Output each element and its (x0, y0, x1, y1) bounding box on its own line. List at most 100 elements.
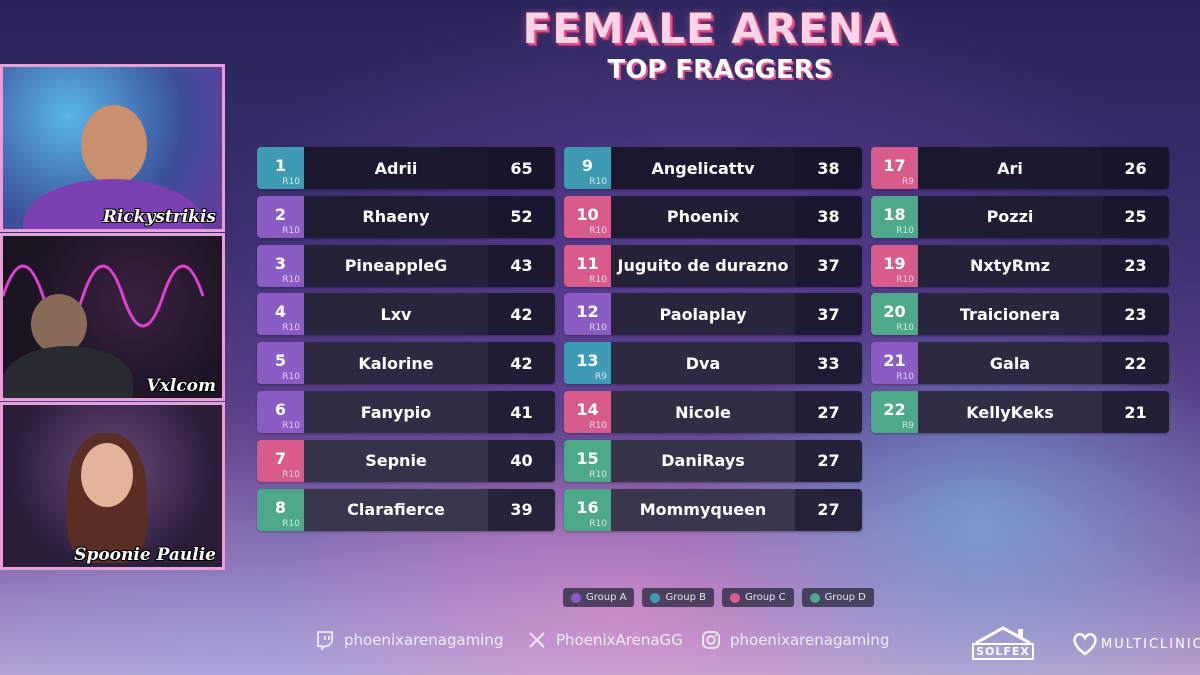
social-instagram[interactable]: phoenixarenagaming (700, 629, 889, 651)
rank-number: 19 (883, 253, 906, 273)
legend-item: Group A (563, 588, 635, 607)
leaderboard-row: 11 R10 Juguito de durazno 37 (564, 244, 862, 287)
rank-number: 17 (883, 156, 906, 175)
leaderboard-row: 5 R10 Kalorine 42 (257, 342, 555, 385)
rank-number: 11 (576, 253, 599, 273)
player-score: 38 (795, 195, 862, 238)
round-label: R10 (589, 177, 607, 187)
rank-number: 22 (883, 400, 906, 419)
round-label: R9 (595, 372, 607, 383)
rank-number: 1 (274, 156, 287, 175)
rank-number: 9 (581, 156, 594, 175)
player-name: DaniRays (661, 451, 745, 471)
player-score: 65 (488, 147, 555, 189)
webcam-1: Rickystrikis (0, 64, 225, 232)
player-name: Lxv (380, 304, 412, 324)
round-label: R10 (282, 421, 300, 431)
leaderboard-row: 10 R10 Phoenix 38 (564, 195, 862, 238)
round-label: R10 (282, 518, 300, 529)
house-logo-icon (975, 626, 1031, 645)
streamer-head-2 (31, 294, 87, 354)
legend-item: Group D (801, 588, 874, 607)
leaderboard-row: 4 R10 Lxv 42 (257, 293, 555, 336)
heart-logo-icon (1073, 633, 1097, 656)
round-label: R10 (896, 274, 914, 285)
instagram-handle: phoenixarenagaming (730, 631, 890, 649)
x-icon (526, 629, 548, 651)
player-name: Mommyqueen (639, 500, 767, 520)
leaderboard-row: 1 R10 Adrii 65 (257, 147, 555, 189)
player-name: KellyKeks (966, 402, 1054, 422)
legend-dot-icon (571, 592, 581, 603)
group-legend: Group A Group B Group C Group D (563, 588, 874, 607)
rank-cell: 19 R10 (871, 244, 918, 287)
twitch-icon (314, 629, 336, 651)
rank-cell: 11 R10 (564, 244, 611, 287)
player-score: 37 (795, 293, 862, 336)
social-x[interactable]: PhoenixArenaGG (526, 629, 683, 651)
player-name: NxtyRmz (969, 256, 1051, 276)
leaderboard-row: 14 R10 Nicole 27 (564, 391, 862, 433)
social-twitch[interactable]: phoenixarenagaming (314, 629, 503, 651)
rank-cell: 22 R9 (871, 391, 918, 433)
player-score: 38 (795, 147, 862, 189)
player-name: Phoenix (666, 207, 740, 227)
player-name: Angelicattv (651, 158, 755, 178)
rank-cell: 7 R10 (257, 439, 304, 482)
webcam-3: Spoonie Paulie (0, 402, 225, 570)
round-label: R10 (282, 372, 300, 383)
player-score: 23 (1102, 293, 1169, 336)
rank-cell: 4 R10 (257, 293, 304, 336)
player-score: 42 (488, 293, 555, 336)
rank-cell: 8 R10 (257, 488, 304, 531)
round-label: R10 (589, 323, 607, 334)
sponsor-multiclinic-name: MULTICLINIC (1101, 636, 1200, 652)
player-score: 22 (1102, 342, 1169, 385)
player-score: 27 (795, 439, 862, 482)
round-label: R10 (282, 323, 300, 334)
player-score: 23 (1102, 244, 1169, 287)
leaderboard-row: 3 R10 PineappleG 43 (257, 244, 555, 287)
round-label: R9 (902, 177, 914, 187)
player-name: PineappleG (344, 256, 448, 276)
rank-cell: 5 R10 (257, 342, 304, 385)
rank-number: 4 (274, 302, 287, 322)
rank-number: 3 (274, 253, 287, 273)
round-label: R10 (589, 518, 607, 529)
rank-number: 21 (883, 351, 906, 371)
rank-cell: 20 R10 (871, 293, 918, 336)
leaderboard: 1 R10 Adrii 65 2 R10 Rhaeny 52 3 R10 PineappleG 43 4… (257, 147, 1169, 531)
rank-cell: 17 R9 (871, 147, 918, 189)
player-name: Rhaeny (362, 207, 430, 227)
leaderboard-row: 18 R10 Pozzi 25 (871, 195, 1169, 238)
round-label: R10 (896, 225, 914, 236)
player-name: Gala (989, 353, 1031, 373)
rank-cell: 12 R10 (564, 293, 611, 336)
round-label: R10 (589, 274, 607, 285)
player-score: 21 (1102, 391, 1169, 433)
leaderboard-row: 12 R10 Paolaplay 37 (564, 293, 862, 336)
round-label: R10 (282, 469, 300, 480)
instagram-icon (700, 629, 722, 651)
rank-cell: 10 R10 (564, 195, 611, 238)
neon-wave-icon (3, 264, 205, 328)
round-label: R10 (589, 421, 607, 431)
player-name: Fanypio (360, 402, 432, 422)
round-label: R10 (589, 225, 607, 236)
legend-label: Group D (824, 592, 866, 603)
round-label: R9 (902, 421, 914, 431)
player-score: 39 (488, 488, 555, 531)
player-score: 33 (795, 342, 862, 385)
leaderboard-row: 2 R10 Rhaeny 52 (257, 195, 555, 238)
legend-dot-icon (729, 592, 740, 603)
rank-cell: 14 R10 (564, 391, 611, 433)
rank-number: 16 (576, 497, 599, 517)
rank-cell: 18 R10 (871, 195, 918, 238)
player-name: Kalorine (358, 353, 434, 373)
player-name: Nicole (675, 402, 731, 422)
legend-label: Group A (586, 592, 627, 603)
round-label: R10 (282, 177, 300, 187)
rank-number: 15 (576, 448, 599, 468)
player-name: Paolaplay (659, 304, 747, 324)
round-label: R10 (282, 225, 300, 236)
